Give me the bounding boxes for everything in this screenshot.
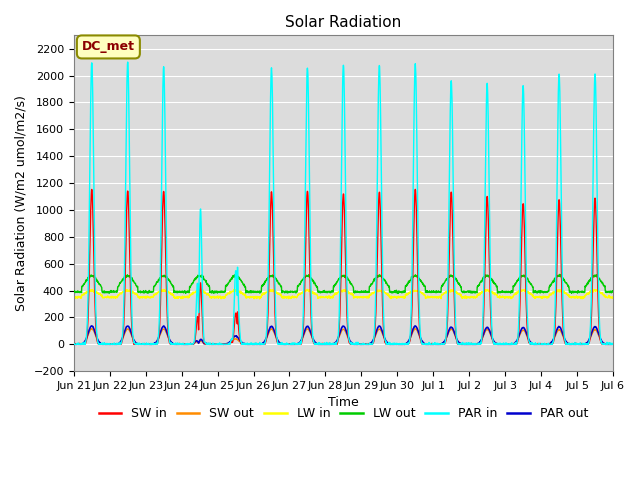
Y-axis label: Solar Radiation (W/m2 umol/m2/s): Solar Radiation (W/m2 umol/m2/s) — [15, 96, 28, 311]
Text: DC_met: DC_met — [82, 40, 135, 53]
Legend: SW in, SW out, LW in, LW out, PAR in, PAR out: SW in, SW out, LW in, LW out, PAR in, PA… — [93, 402, 593, 425]
Title: Solar Radiation: Solar Radiation — [285, 15, 401, 30]
X-axis label: Time: Time — [328, 396, 359, 409]
